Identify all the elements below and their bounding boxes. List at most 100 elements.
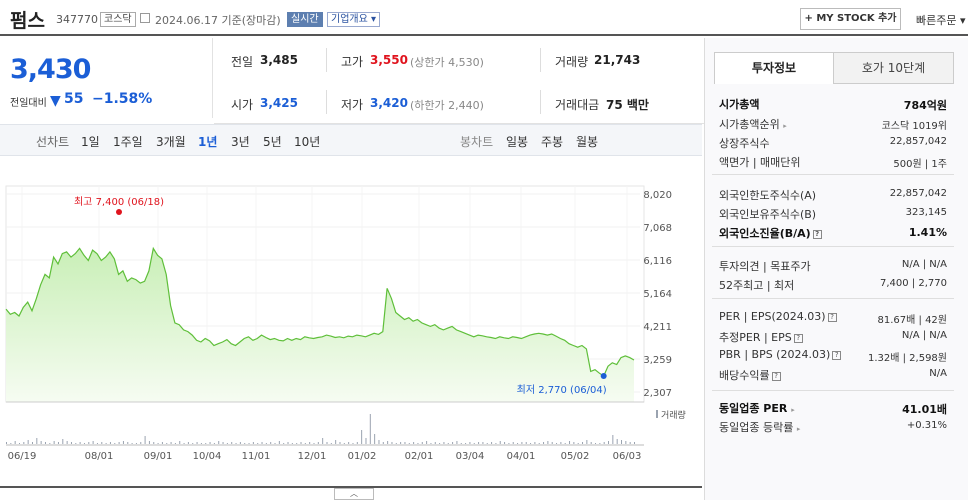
volume-bar bbox=[23, 442, 25, 444]
volume-bar bbox=[196, 442, 198, 444]
volume-bar bbox=[144, 436, 146, 444]
help-icon[interactable]: ? bbox=[793, 333, 803, 343]
est-per-label: 추정PER | EPS? bbox=[719, 329, 803, 345]
volume-bar bbox=[270, 442, 272, 444]
dividend-value: N/A bbox=[929, 368, 947, 379]
volume-bar bbox=[447, 443, 449, 444]
tab-1w[interactable]: 1주일 bbox=[113, 135, 143, 149]
volume-bar bbox=[504, 442, 506, 444]
foreign-ratio-value: 1.41% bbox=[908, 226, 947, 239]
amount-label: 거래대금 bbox=[555, 98, 600, 112]
volume-bar bbox=[361, 430, 363, 444]
volume-bar bbox=[14, 441, 16, 444]
per-value: 81.67배 | 42원 bbox=[877, 315, 947, 326]
x-tick-label: 01/02 bbox=[348, 451, 377, 462]
volume-bar bbox=[244, 443, 246, 444]
collapse-chart-button[interactable]: ︿ bbox=[334, 488, 374, 500]
volume-bar bbox=[426, 441, 428, 444]
volume-bar bbox=[231, 442, 233, 444]
volume-bar bbox=[75, 443, 77, 444]
high-label: 고가 bbox=[341, 55, 364, 69]
y-tick-label: 7,068 bbox=[643, 223, 672, 234]
y-tick-label: 5,164 bbox=[643, 289, 672, 300]
volume-bar bbox=[300, 442, 302, 444]
tab-1d[interactable]: 1일 bbox=[81, 135, 100, 149]
candle-chart-label: 봉차트 bbox=[460, 135, 494, 149]
price-change: 55 bbox=[64, 91, 84, 107]
sector-per-label[interactable]: 동일업종 PER ▸ bbox=[719, 402, 795, 415]
volume-bar bbox=[443, 442, 445, 444]
volume-bar bbox=[434, 442, 436, 444]
x-tick-label: 09/01 bbox=[144, 451, 173, 462]
volume-bar bbox=[621, 440, 623, 444]
period-tab-bar bbox=[0, 124, 702, 156]
volume-legend-swatch bbox=[656, 410, 658, 418]
quote-table bbox=[214, 38, 704, 124]
volume-bar bbox=[10, 443, 12, 444]
volume-bar bbox=[508, 443, 510, 444]
volume-bar bbox=[417, 443, 419, 444]
tab-weekly[interactable]: 주봉 bbox=[541, 135, 564, 149]
opinion-label: 투자의견 | 목표주가 bbox=[719, 260, 811, 273]
tab-3m[interactable]: 3개월 bbox=[156, 135, 186, 149]
tab-orderbook[interactable]: 호가 10단계 bbox=[833, 52, 954, 84]
tab-1y[interactable]: 1년 bbox=[198, 135, 218, 149]
realtime-button[interactable]: 실시간 bbox=[287, 12, 323, 27]
tab-investment-info[interactable]: 투자정보 bbox=[714, 52, 834, 84]
divider bbox=[712, 298, 954, 299]
x-tick-label: 04/01 bbox=[507, 451, 536, 462]
volume-bar bbox=[40, 441, 42, 444]
volume-bar bbox=[577, 443, 579, 444]
pbr-value: 1.32배 | 2,598원 bbox=[867, 353, 947, 364]
help-icon[interactable]: ? bbox=[827, 312, 837, 322]
shares-value: 22,857,042 bbox=[889, 136, 947, 147]
tab-daily[interactable]: 일봉 bbox=[506, 135, 529, 149]
volume-bar bbox=[387, 441, 389, 444]
volume-bar bbox=[44, 442, 46, 444]
add-my-stock-button[interactable]: + MY STOCK 추가 bbox=[800, 8, 901, 30]
investment-info-panel bbox=[704, 38, 968, 500]
volume-bar bbox=[395, 443, 397, 444]
volume-bar bbox=[465, 443, 467, 444]
y-tick-label: 3,259 bbox=[643, 355, 672, 366]
market-cap-label: 시가총액 bbox=[719, 98, 760, 111]
tab-monthly[interactable]: 월봉 bbox=[576, 135, 599, 149]
x-tick-label: 05/02 bbox=[561, 451, 590, 462]
volume-bar bbox=[6, 442, 7, 444]
quick-order-button[interactable]: 빠른주문 ▾ bbox=[916, 14, 966, 27]
volume-bar bbox=[356, 442, 358, 444]
volume-bar bbox=[525, 442, 527, 444]
volume-bar bbox=[560, 442, 562, 444]
tab-3y[interactable]: 3년 bbox=[231, 135, 250, 149]
stock-header bbox=[0, 0, 968, 36]
volume-bar bbox=[131, 443, 133, 444]
tab-10y[interactable]: 10년 bbox=[294, 135, 321, 149]
sector-rate-label[interactable]: 동일업종 등락률 ▸ bbox=[719, 421, 801, 434]
divider bbox=[712, 390, 954, 391]
x-tick-label: 11/01 bbox=[242, 451, 271, 462]
volume-bar bbox=[36, 438, 38, 444]
help-icon[interactable]: ? bbox=[812, 229, 822, 239]
volume-bar bbox=[612, 435, 614, 444]
company-overview-dropdown[interactable]: 기업개요 ▾ bbox=[327, 12, 380, 27]
help-icon[interactable]: ? bbox=[771, 371, 781, 381]
price-line bbox=[5, 246, 635, 377]
x-tick-label: 12/01 bbox=[298, 451, 327, 462]
volume-bar bbox=[413, 442, 415, 444]
volume-bar bbox=[569, 441, 571, 444]
volume-bar bbox=[261, 442, 263, 444]
volume-bar bbox=[460, 443, 462, 444]
volume-bar bbox=[430, 443, 432, 444]
volume-bar bbox=[486, 443, 488, 444]
lower-limit: (하한가 2,440) bbox=[410, 99, 484, 112]
volume-bar bbox=[118, 442, 120, 444]
y-tick-label: 2,307 bbox=[643, 388, 672, 399]
upper-limit: (상한가 4,530) bbox=[410, 56, 484, 69]
help-icon[interactable]: ? bbox=[832, 350, 842, 360]
volume-bar bbox=[170, 442, 172, 444]
tab-5y[interactable]: 5년 bbox=[263, 135, 282, 149]
cap-rank-label[interactable]: 시가총액순위 ▸ bbox=[719, 118, 787, 131]
volume-bar bbox=[226, 443, 228, 444]
volume-bar bbox=[79, 442, 81, 444]
volume-bar bbox=[634, 442, 635, 444]
